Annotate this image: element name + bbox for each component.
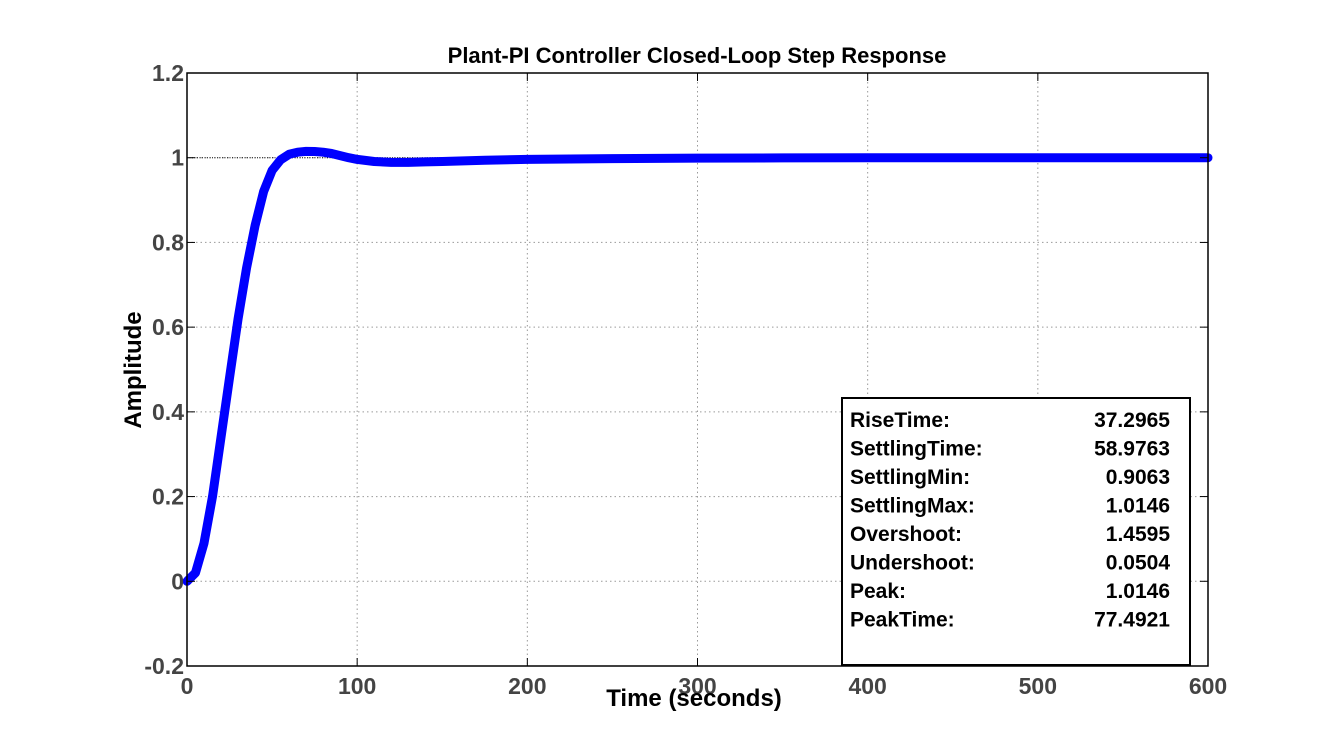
y-tick-label: -0.2 [144,653,184,679]
x-tick-label: 100 [338,673,376,699]
y-tick-label: 1.2 [152,60,184,86]
stat-value: 1.0146 [1106,580,1170,603]
x-axis-label: Time (seconds) [606,685,782,712]
stat-value: 77.4921 [1094,609,1170,632]
stat-label: SettlingMax: [850,495,975,518]
series-group [182,146,1213,586]
stat-value: 37.2965 [1094,409,1170,432]
stat-label: SettlingMin: [850,466,970,489]
y-tick-label: 0.6 [152,314,184,340]
chart-title: Plant-PI Controller Closed-Loop Step Res… [448,43,947,68]
stat-label: RiseTime: [850,409,950,432]
stat-label: Overshoot: [850,523,962,546]
stat-label: PeakTime: [850,609,955,632]
stats-box-frame [841,397,1191,666]
stat-value: 58.9763 [1094,438,1170,461]
step-response-line [182,146,1213,586]
stat-value: 0.9063 [1106,466,1170,489]
x-tick-label: 400 [848,673,886,699]
stat-value: 1.4595 [1106,523,1171,546]
x-tick-label: 600 [1189,673,1227,699]
x-tick-label: 200 [508,673,546,699]
stat-label: SettlingTime: [850,438,983,461]
y-axis-label: Amplitude [120,311,147,428]
y-tick-label: 0.8 [152,229,184,255]
stat-label: Peak: [850,580,906,603]
x-tick-label: 0 [181,673,194,699]
x-tick-label: 500 [1019,673,1057,699]
y-tick-label: 1 [171,145,184,171]
y-tick-label: 0.2 [152,484,184,510]
y-ticks: -0.2 0 0.2 0.4 0.6 0.8 1 1.2 [144,60,1208,679]
stat-label: Undershoot: [850,552,975,575]
stats-box: RiseTime: 37.2965 SettlingTime: 58.9763 Sett… [841,397,1191,666]
y-tick-label: 0 [171,568,184,594]
y-tick-label: 0.4 [152,399,184,425]
x-tick-label: 300 [678,673,716,699]
stat-value: 0.0504 [1106,552,1171,575]
x-ticks: 0 100 200 300 400 500 600 [181,73,1227,699]
stat-value: 1.0146 [1106,495,1170,518]
